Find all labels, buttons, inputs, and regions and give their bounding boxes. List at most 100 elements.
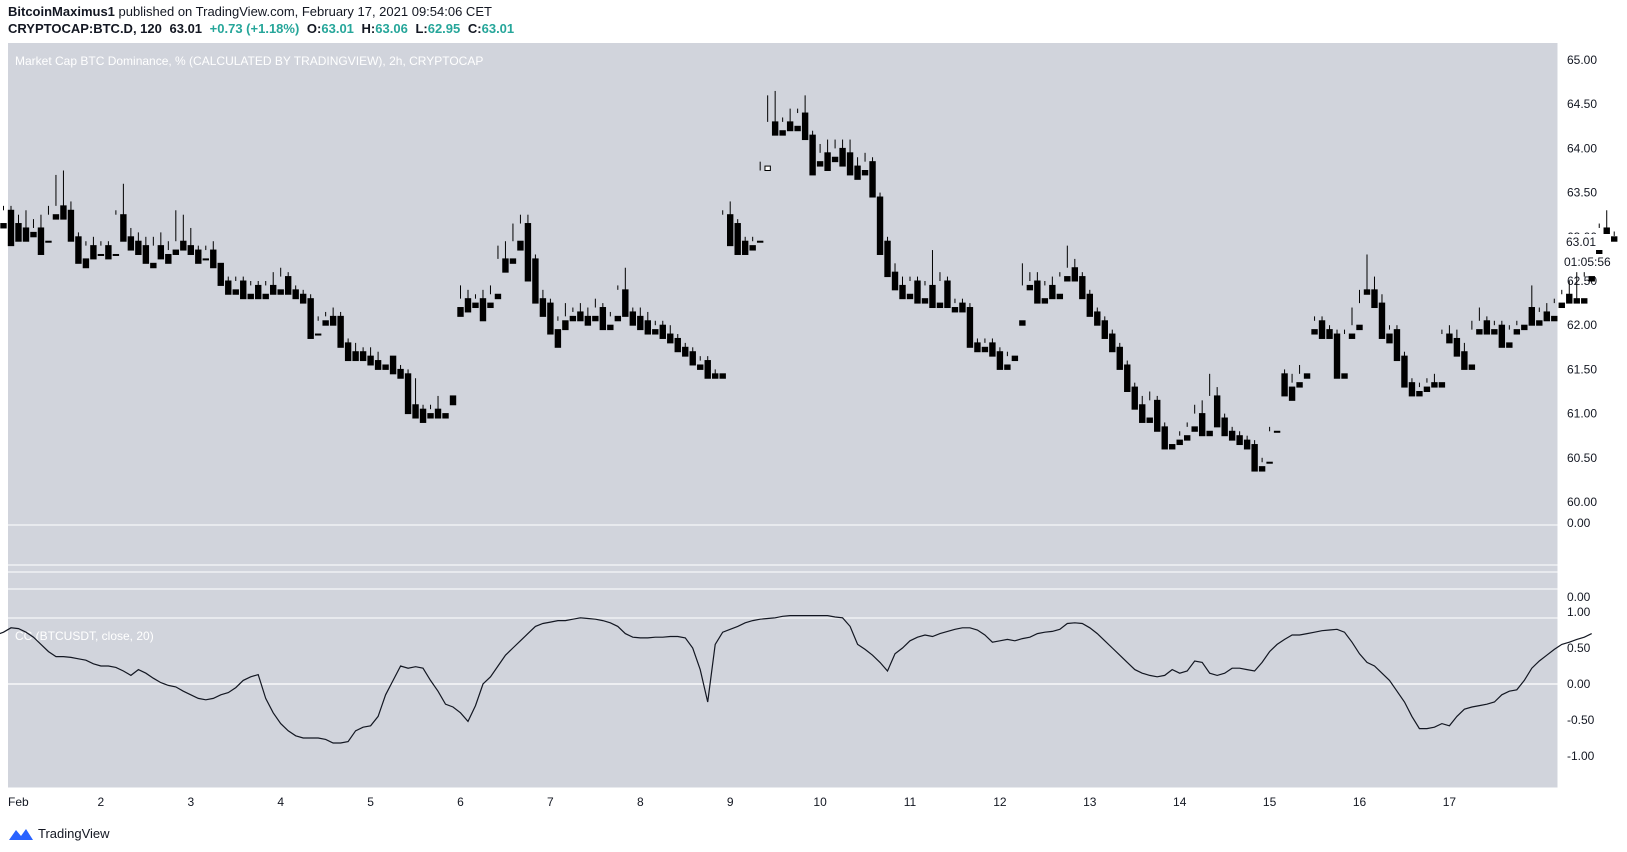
- candle-down: [389, 355, 397, 375]
- time-tick-label: 5: [367, 795, 374, 809]
- candle-body: [1393, 329, 1401, 362]
- candle-body: [389, 355, 397, 375]
- publish-text: published on TradingView.com, February 1…: [118, 4, 492, 19]
- time-tick-label: 16: [1353, 795, 1367, 809]
- candle-body: [419, 408, 427, 423]
- candle-body: [1303, 373, 1311, 379]
- candle-down: [60, 170, 67, 220]
- footer-brand[interactable]: TradingView: [8, 826, 110, 842]
- candle-down: [1453, 329, 1461, 357]
- candle-body: [187, 245, 194, 255]
- candle-body: [1296, 382, 1303, 388]
- candle-body: [434, 408, 442, 419]
- candle-down: [262, 281, 269, 300]
- candle-down: [577, 303, 584, 322]
- symbol-legend: CRYPTOCAP:BTC.D, 120 63.01 +0.73 (+1.18%…: [8, 21, 518, 37]
- candle-down: [1116, 342, 1123, 370]
- candle-down: [240, 276, 247, 300]
- candle-down: [442, 413, 449, 419]
- candle-down: [771, 90, 779, 136]
- candle-down: [524, 214, 532, 282]
- candle-down: [1191, 404, 1198, 432]
- candle-body: [442, 413, 449, 419]
- candle-down: [1131, 382, 1138, 410]
- candle-body: [1438, 382, 1446, 388]
- candle-body: [90, 245, 97, 260]
- candle-down: [921, 281, 929, 304]
- candle-down: [150, 236, 157, 269]
- candle-body: [1056, 293, 1064, 300]
- candle-body: [509, 258, 517, 264]
- candle-down: [1183, 422, 1191, 441]
- candle-down: [1251, 440, 1258, 472]
- time-tick-label: 13: [1083, 795, 1097, 809]
- candle-down: [52, 174, 60, 220]
- candle-down: [1333, 329, 1341, 379]
- candle-down: [1416, 382, 1423, 397]
- candle-body: [165, 253, 172, 264]
- candle-down: [1109, 329, 1116, 353]
- candle-down: [584, 307, 592, 326]
- candle-down: [509, 223, 517, 264]
- candle-body: [232, 289, 239, 295]
- candle-down: [562, 303, 569, 331]
- candle-down: [1221, 413, 1228, 437]
- symbol-label[interactable]: CRYPTOCAP:BTC.D, 120: [8, 21, 162, 36]
- candle-down: [914, 276, 921, 304]
- candle-down: [1011, 355, 1019, 362]
- candle-body: [1243, 439, 1251, 450]
- candle-up: [97, 241, 105, 256]
- candle-body: [1461, 351, 1468, 370]
- candle-body: [1139, 404, 1146, 423]
- candle-body: [846, 152, 854, 176]
- candle-body: [37, 227, 45, 255]
- candle-body: [352, 351, 359, 362]
- candle-body: [487, 302, 494, 309]
- candle-down: [1228, 426, 1236, 441]
- candle-down: [1086, 289, 1093, 317]
- candle-down: [1161, 422, 1168, 450]
- chart-canvas[interactable]: Market Cap BTC Dominance, % (CALCULATED …: [0, 0, 1627, 822]
- candle-down: [884, 236, 891, 278]
- candle-body: [974, 342, 981, 353]
- candle-down: [90, 236, 97, 260]
- candle-body: [1521, 324, 1528, 331]
- candle-down: [974, 338, 981, 353]
- candle-body: [899, 284, 906, 300]
- candle-body: [82, 258, 90, 269]
- candle-body: [22, 227, 30, 242]
- candle-body: [367, 355, 374, 366]
- candle-body: [756, 240, 764, 243]
- author-name[interactable]: BitcoinMaximus1: [8, 4, 115, 19]
- candle-down: [674, 334, 681, 353]
- candle-down: [944, 276, 951, 309]
- tradingview-logo-icon: [8, 827, 34, 841]
- candle-down: [30, 219, 37, 238]
- candle-body: [472, 302, 479, 309]
- candle-down: [1378, 294, 1386, 339]
- candle-up: [1273, 430, 1281, 433]
- candle-body: [75, 236, 82, 264]
- candle-up: [1266, 426, 1273, 464]
- chart-background: [8, 43, 1558, 788]
- candle-up: [756, 161, 764, 243]
- candle-down: [824, 139, 831, 172]
- candle-down: [1124, 360, 1131, 393]
- candle-down: [292, 285, 299, 300]
- candle-body: [1326, 329, 1333, 339]
- candle-down: [127, 227, 135, 251]
- candle-body: [127, 236, 135, 251]
- candle-down: [652, 320, 659, 335]
- candle-down: [1506, 325, 1513, 348]
- candle-down: [1101, 316, 1108, 339]
- candle-body: [1101, 320, 1108, 339]
- candle-down: [247, 281, 254, 300]
- candle-body: [1176, 439, 1183, 446]
- candle-body: [404, 373, 412, 415]
- candle-down: [1004, 351, 1011, 370]
- empty-pane-tick-label: 0.00: [1567, 516, 1591, 530]
- candle-down: [689, 347, 696, 366]
- time-axis-ticks: Feb 2 3 4 5 6 7 8 9 10 11 12 13 14 15 16 17: [8, 795, 1456, 809]
- candle-down: [1363, 254, 1371, 295]
- candle-body: [906, 293, 914, 300]
